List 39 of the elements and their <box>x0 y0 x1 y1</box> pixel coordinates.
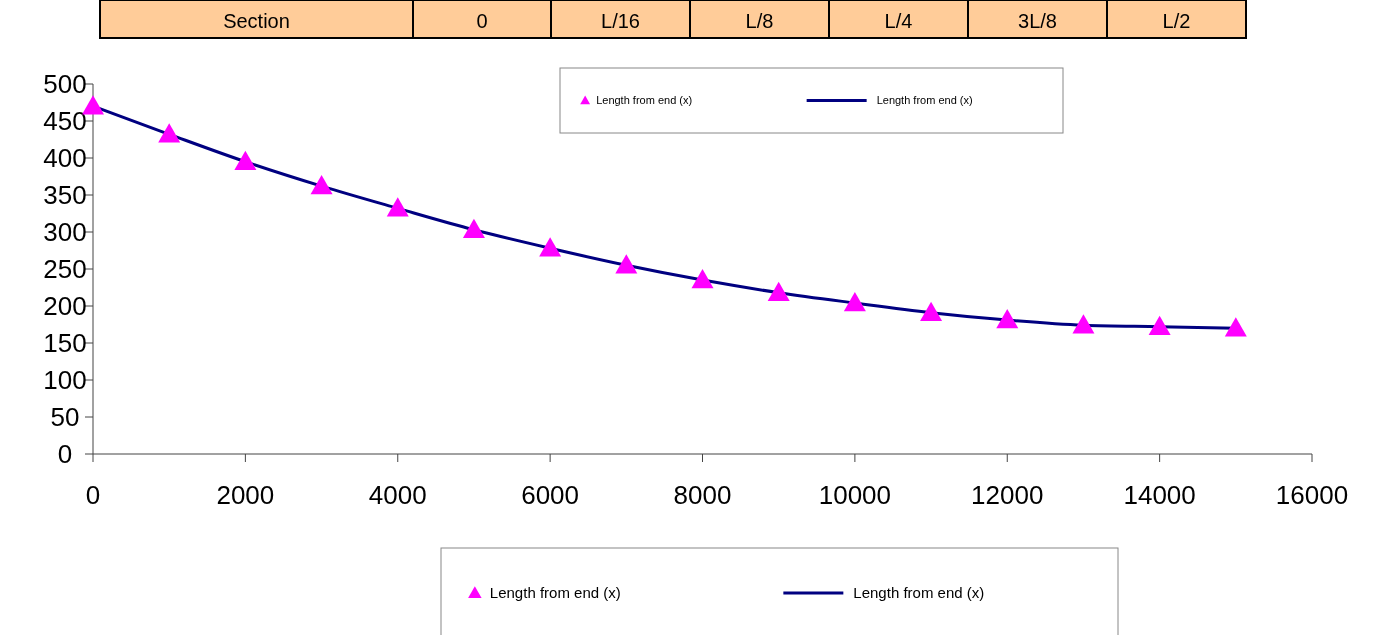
y-tick-label: 300 <box>43 217 87 248</box>
y-tick-label: 400 <box>43 143 87 174</box>
point <box>1072 314 1095 334</box>
legend-box: Length from end (x) Length from end (x) <box>440 547 1119 635</box>
point <box>462 218 485 239</box>
point <box>158 123 181 143</box>
legend: Length from end (x) Length from end (x) <box>559 67 1064 134</box>
legend-label: Length from end (x) <box>596 94 693 107</box>
point <box>539 237 562 257</box>
point <box>691 269 714 289</box>
section-table: Section 0 L/16 L/8 L/4 3L/8 L/2 <box>99 0 1247 39</box>
x-tick-label: 12000 <box>971 480 1044 510</box>
y-tick-label: 100 <box>43 365 87 396</box>
y-tick-label: 200 <box>43 291 87 322</box>
x-tick-label: 4000 <box>368 480 427 510</box>
x-tick-label: 2000 <box>216 480 275 510</box>
y-tick-label: 350 <box>43 180 87 211</box>
point <box>615 254 638 274</box>
y-tick-label: 150 <box>43 328 87 359</box>
point <box>843 292 866 312</box>
point <box>767 281 790 301</box>
x-tick-label: 8000 <box>673 480 732 510</box>
y-tick-label: 0 <box>57 439 73 470</box>
y-tick-label: 450 <box>43 106 87 137</box>
y-tick-label: 500 <box>43 69 87 100</box>
point <box>920 301 943 321</box>
point <box>1224 317 1247 337</box>
x-tick-label: 6000 <box>521 480 580 510</box>
point <box>996 309 1019 329</box>
x-tick-label: 14000 <box>1123 480 1196 510</box>
point <box>310 175 333 195</box>
y-tick-label: 250 <box>43 254 87 285</box>
point <box>234 150 257 170</box>
x-tick-label: 10000 <box>818 480 892 510</box>
point <box>1148 315 1171 335</box>
legend-label: Length from end (x) <box>853 584 985 602</box>
y-tick-label: 50 <box>50 402 80 433</box>
x-tick-label: 16000 <box>1275 480 1349 510</box>
point <box>386 197 409 217</box>
